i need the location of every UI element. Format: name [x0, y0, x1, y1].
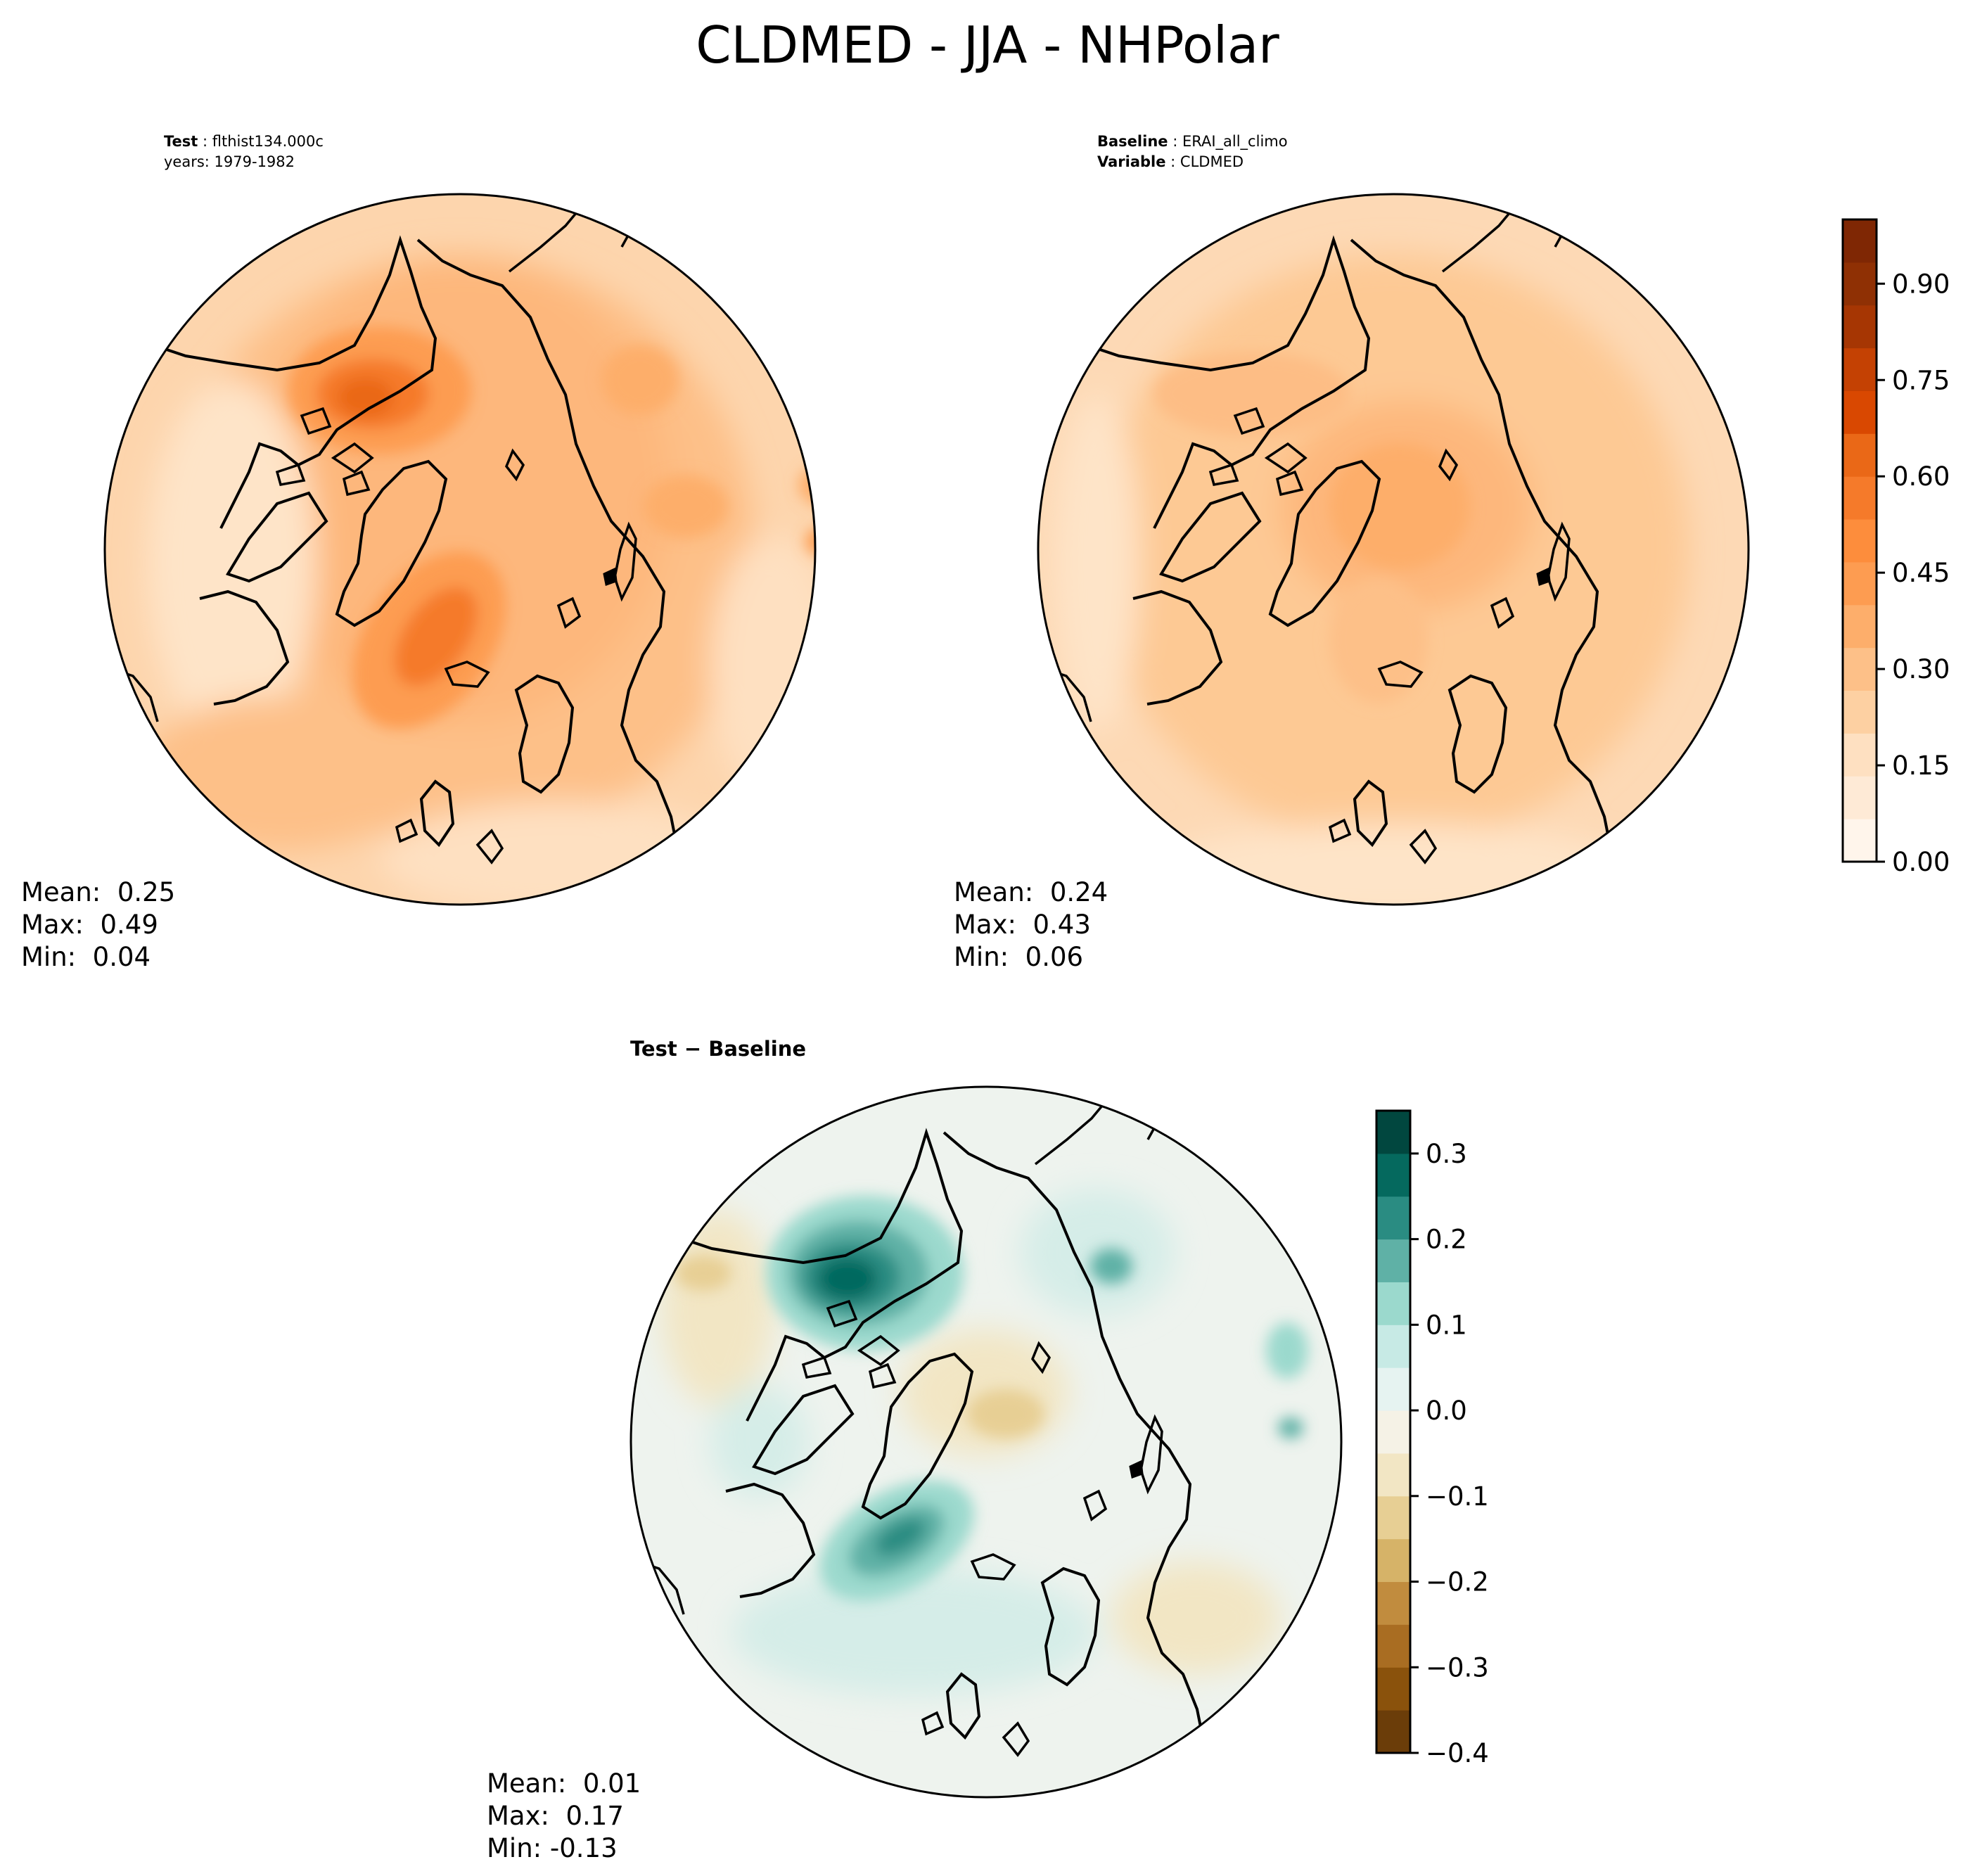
difference-stats: Mean: 0.01 Max: 0.17 Min: -0.13: [487, 1768, 641, 1865]
colorbar-diff-tick-label: −0.2: [1426, 1567, 1489, 1597]
colorbar-diff-segment: [1376, 1111, 1410, 1154]
colorbar-main-segment: [1843, 561, 1877, 606]
test-mean-value: 0.25: [117, 877, 176, 907]
colorbar-main-tick-label: 0.75: [1892, 365, 1950, 395]
baseline-min-label: Min:: [954, 942, 1009, 972]
difference-title: Test − Baseline: [630, 1037, 807, 1061]
colorbar-main-segment: [1843, 733, 1877, 777]
diff-max-value: 0.17: [565, 1801, 624, 1831]
colorbar-diff-segment: [1376, 1153, 1410, 1197]
diff-min-label: Min:: [487, 1833, 542, 1863]
colorbar-diff-segment: [1376, 1710, 1410, 1754]
baseline-mean-value: 0.24: [1049, 877, 1108, 907]
baseline-mean-label: Mean:: [954, 877, 1034, 907]
diff-mean-value: 0.01: [582, 1768, 641, 1799]
diff-min-value: -0.13: [549, 1833, 618, 1863]
colorbar-diff-segment: [1376, 1367, 1410, 1411]
colorbar-diff-tick-label: 0.1: [1426, 1310, 1467, 1340]
baseline-max-label: Max:: [954, 910, 1016, 940]
colorbar-main-segment: [1843, 305, 1877, 349]
colorbar-diff-segment: [1376, 1667, 1410, 1711]
colorbar-main-segment: [1843, 776, 1877, 819]
colorbar-diff-segment: [1376, 1282, 1410, 1325]
baseline-variable-value: CLDMED: [1180, 153, 1244, 170]
difference-map: [629, 1085, 1343, 1799]
colorbar-diff-segment: [1376, 1325, 1410, 1368]
test-min-value: 0.04: [92, 942, 151, 972]
colorbar-diff-tick-label: −0.1: [1426, 1481, 1489, 1512]
baseline-header: Baseline : ERAI_all_climo Variable : CLD…: [1097, 133, 1288, 170]
baseline-map: [1037, 193, 1750, 906]
colorbar-main-segment: [1843, 390, 1877, 434]
colorbar-diff-tick-label: −0.4: [1426, 1738, 1489, 1768]
colorbar-main-segment: [1843, 647, 1877, 691]
colorbar-diff-frame: [1375, 1109, 1412, 1754]
baseline-stats: Mean: 0.24 Max: 0.43 Min: 0.06: [954, 876, 1108, 974]
test-max-value: 0.49: [100, 910, 158, 940]
colorbar-diff-tick-label: −0.3: [1426, 1652, 1489, 1683]
colorbar-main-segment: [1843, 433, 1877, 477]
diff-max-label: Max:: [487, 1801, 549, 1831]
test-mean-label: Mean:: [21, 877, 101, 907]
colorbar-diff-segment: [1376, 1239, 1410, 1282]
baseline-header-value: ERAI_all_climo: [1182, 133, 1288, 150]
colorbar-main-tick-label: 0.15: [1892, 751, 1950, 781]
colorbar-diff-segment: [1376, 1410, 1410, 1454]
colorbar-difference: −0.4 −0.3 −0.2 −0.1 0.0 0.1 0.2 0.3: [1375, 1109, 1489, 1768]
baseline-variable-label: Variable: [1097, 153, 1166, 170]
colorbar-main-tick-label: 0.60: [1892, 461, 1950, 492]
colorbar-diff-tick-label: 0.0: [1426, 1396, 1467, 1426]
test-header-label: Test: [164, 133, 198, 150]
colorbar-main-tick-label: 0.45: [1892, 558, 1950, 588]
figure-title: CLDMED - JJA - NHPolar: [696, 15, 1279, 75]
colorbar-main-segment: [1843, 819, 1877, 862]
colorbar-diff-segment: [1376, 1538, 1410, 1583]
colorbar-diff-segment: [1376, 1453, 1410, 1497]
colorbar-main-frame: [1841, 218, 1878, 863]
colorbar-diff-tick-label: 0.2: [1426, 1225, 1467, 1255]
baseline-header-label: Baseline: [1097, 133, 1168, 150]
colorbar-main-tick-label: 0.90: [1892, 269, 1950, 299]
colorbar-main-segment: [1843, 476, 1877, 520]
baseline-min-value: 0.06: [1025, 942, 1084, 972]
test-header-value: flthist134.000c: [212, 133, 324, 150]
test-stats: Mean: 0.25 Max: 0.49 Min: 0.04: [21, 876, 175, 974]
colorbar-main-segment: [1843, 604, 1877, 649]
colorbar-diff-segment: [1376, 1495, 1410, 1540]
test-header: Test : flthist134.000c years: 1979-1982: [164, 132, 324, 172]
colorbar-diff-tick-label: 0.3: [1426, 1139, 1467, 1169]
diff-mean-label: Mean:: [487, 1768, 567, 1799]
test-header-years: years: 1979-1982: [164, 153, 295, 170]
colorbar-diff-segment: [1376, 1624, 1410, 1668]
colorbar-main: 0.00 0.15 0.30 0.45 0.60 0.75 0.90: [1841, 218, 1950, 877]
colorbar-diff-segment: [1376, 1581, 1410, 1625]
baseline-max-value: 0.43: [1033, 910, 1091, 940]
colorbar-main-tick-label: 0.30: [1892, 654, 1950, 684]
colorbar-diff-segment: [1376, 1196, 1410, 1240]
colorbar-main-tick-label: 0.00: [1892, 847, 1950, 877]
colorbar-main-segment: [1843, 690, 1877, 734]
colorbar-main-segment: [1843, 262, 1877, 306]
colorbar-main-segment: [1843, 347, 1877, 391]
test-map: [103, 193, 817, 906]
colorbar-main-segment: [1843, 219, 1877, 263]
colorbar-main-segment: [1843, 519, 1877, 563]
test-max-label: Max:: [21, 910, 84, 940]
test-min-label: Min:: [21, 942, 77, 972]
